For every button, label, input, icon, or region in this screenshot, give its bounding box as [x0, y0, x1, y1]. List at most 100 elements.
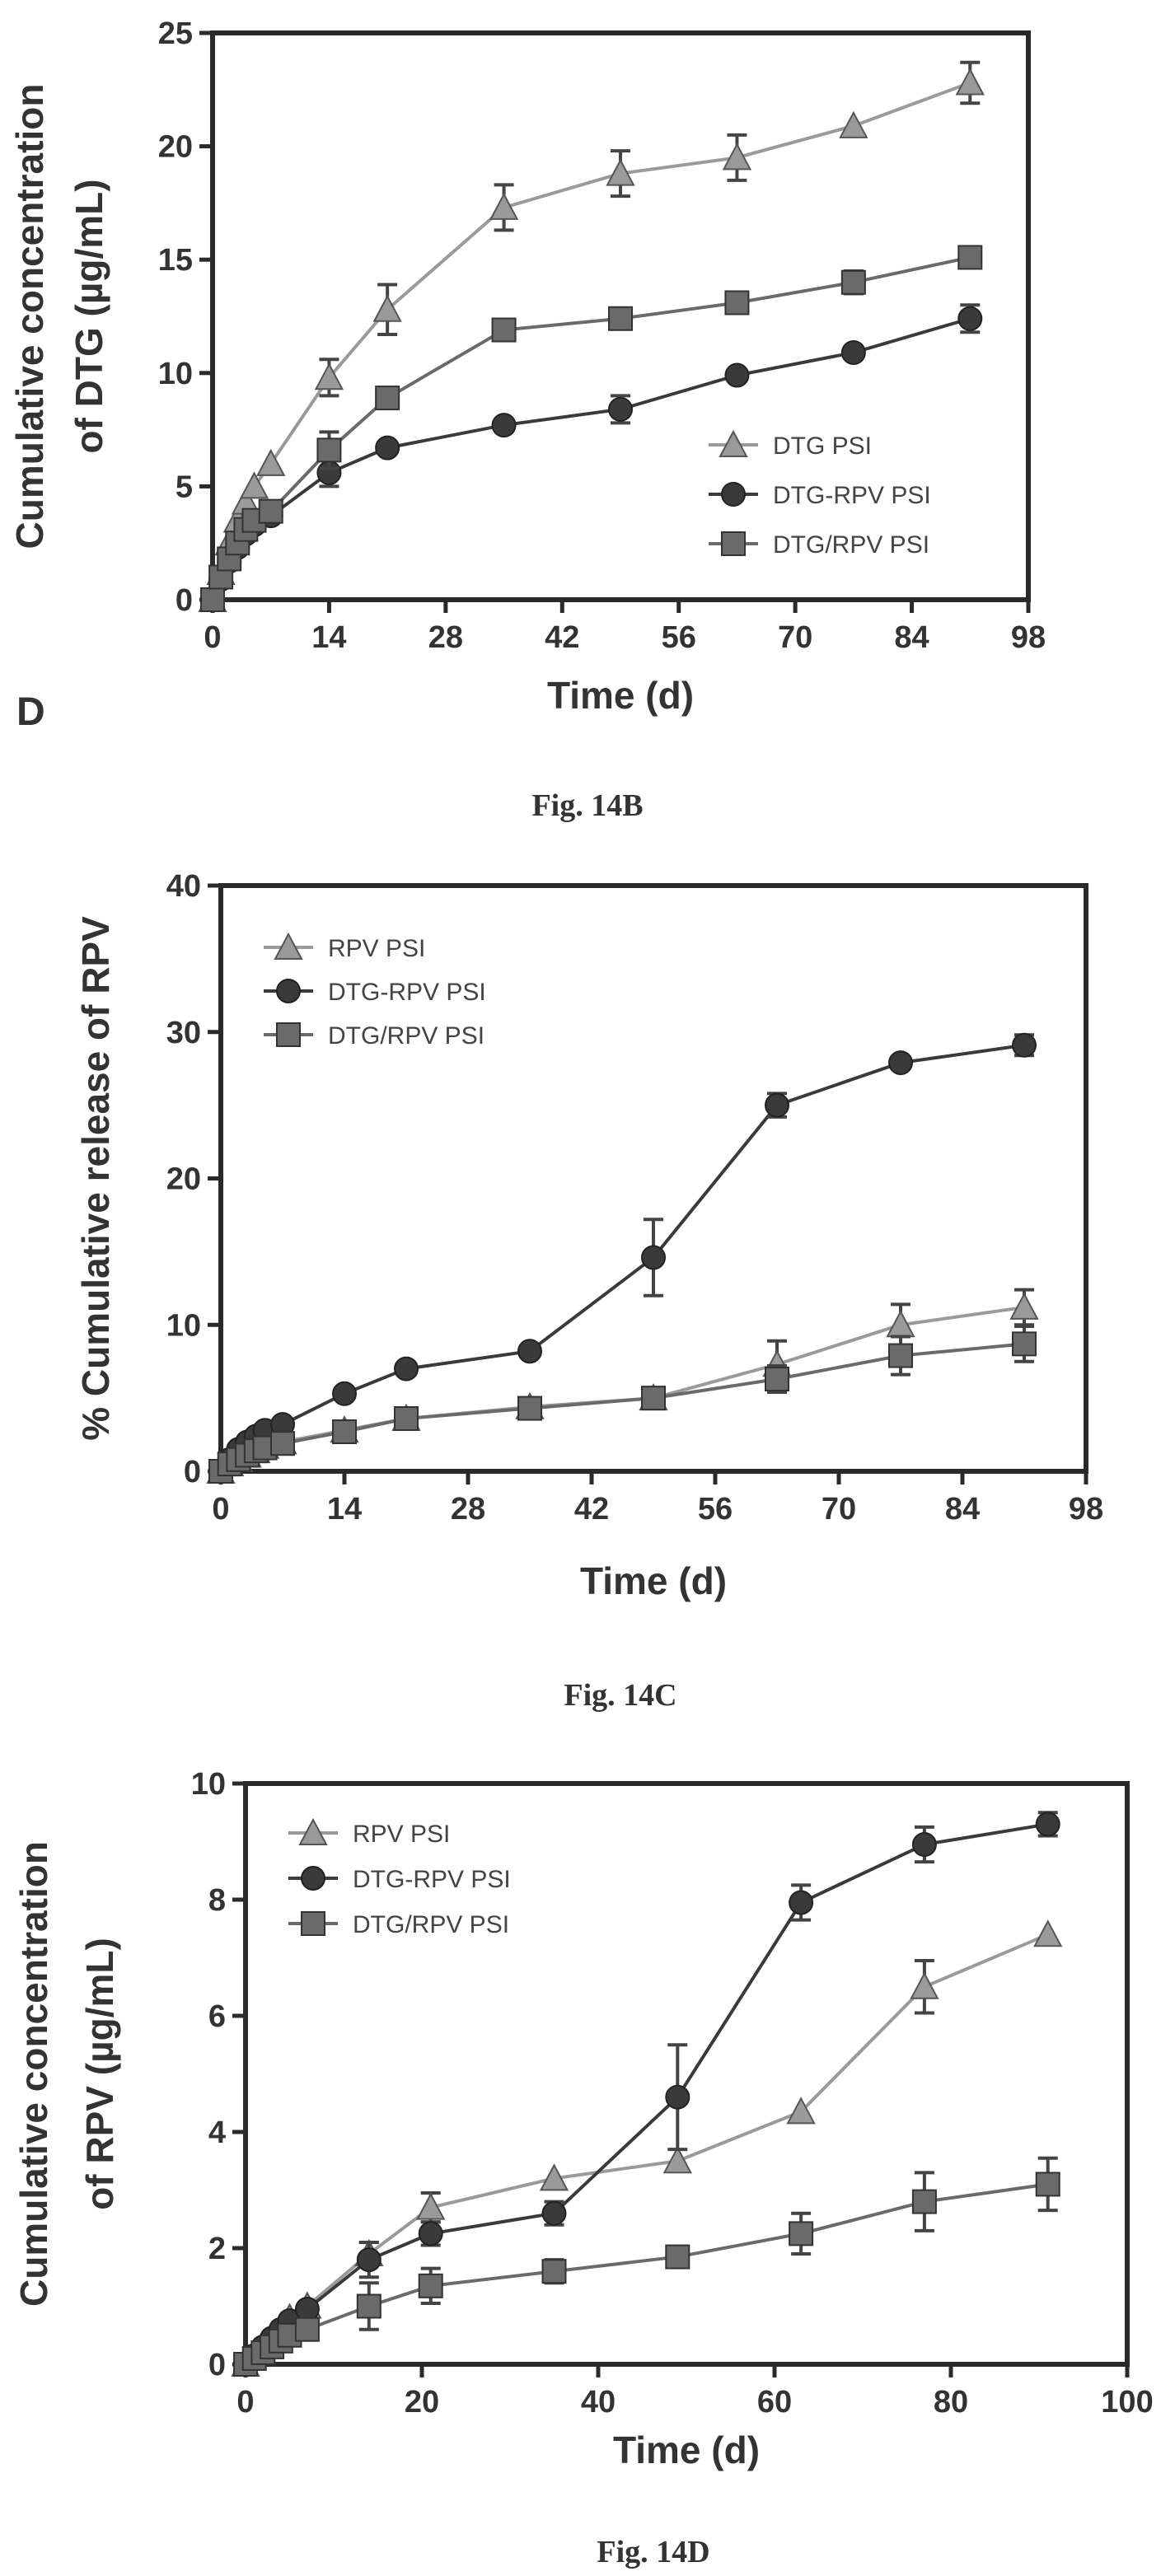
data-point — [314, 362, 344, 390]
x-tick-label: 42 — [574, 1492, 609, 1526]
data-point — [1012, 1032, 1037, 1058]
data-point — [375, 386, 400, 411]
series-circle — [233, 1811, 1060, 2377]
data-point — [541, 2200, 567, 2226]
data-point — [539, 2163, 569, 2191]
x-tick-label: 84 — [894, 620, 929, 655]
legend-marker — [276, 1022, 301, 1047]
y-axis-title: % Cumulative release of RPV — [74, 916, 117, 1441]
data-point — [662, 2146, 692, 2174]
series-line — [219, 1043, 1025, 1473]
y-tick-label: 40 — [166, 869, 201, 904]
data-point — [789, 2221, 814, 2246]
y-tick-label: 2 — [208, 2232, 226, 2266]
data-point — [294, 2317, 320, 2342]
legend-label: DTG/RPV PSI — [328, 1022, 485, 1050]
data-point — [722, 143, 752, 171]
data-point — [517, 1339, 542, 1364]
y-tick-label: 20 — [166, 1162, 201, 1197]
x-tick-label: 56 — [698, 1492, 733, 1526]
data-point — [911, 1832, 937, 1858]
legend: RPV PSI DTG-RPV PSI DTG/RPV PSI — [288, 1817, 511, 1938]
data-point — [765, 1092, 789, 1118]
data-point — [724, 362, 750, 388]
legend-marker — [719, 429, 748, 457]
x-tick-label: 0 — [204, 620, 221, 655]
x-tick-label: 28 — [428, 620, 463, 655]
data-point — [239, 471, 269, 499]
data-point — [489, 192, 519, 220]
y-tick-label: 20 — [158, 130, 193, 165]
legend-label: RPV PSI — [353, 1821, 450, 1848]
y-tick-label: 15 — [158, 243, 193, 278]
legend-label: DTG PSI — [773, 432, 872, 460]
x-axis-title: Time (d) — [613, 2429, 760, 2471]
legend-marker — [301, 1911, 325, 1936]
data-point — [372, 294, 402, 322]
y-tick-label: 0 — [176, 583, 193, 618]
x-tick-label: 80 — [934, 2385, 968, 2419]
legend-marker — [276, 979, 301, 1003]
data-point — [765, 1367, 789, 1392]
data-point — [491, 317, 517, 343]
legend: RPV PSI DTG-RPV PSI DTG/RPV PSI — [264, 932, 486, 1050]
data-point — [332, 1381, 357, 1406]
legend-label: DTG-RPV PSI — [773, 482, 931, 509]
legend-label: RPV PSI — [328, 935, 425, 962]
x-tick-label: 14 — [327, 1492, 362, 1526]
chart-3: 0 20 40 60 80 100 0 2 4 6 8 10 Time (d) Cumulative co… — [12, 1767, 1154, 2471]
y-axis-title: Cumulative concentration — [12, 1841, 55, 2307]
y-axis-title: of RPV (µg/mL) — [78, 1938, 121, 2210]
data-point — [200, 587, 225, 612]
data-point — [888, 1050, 913, 1076]
legend-label: DTG-RPV PSI — [353, 1866, 511, 1893]
series-circle — [208, 1032, 1037, 1484]
data-point — [888, 1343, 913, 1368]
x-tick-label: 14 — [311, 620, 346, 655]
y-axis-title: Cumulative concentration — [8, 84, 51, 549]
x-tick-label: 42 — [545, 620, 579, 655]
legend-marker — [301, 1866, 325, 1891]
data-point — [375, 435, 400, 461]
y-tick-label: 10 — [191, 1767, 226, 1802]
x-tick-label: 40 — [581, 2385, 616, 2419]
data-point — [789, 1890, 814, 1915]
x-axis-title: Time (d) — [580, 1559, 727, 1602]
y-tick-label: 25 — [158, 16, 193, 51]
data-point — [316, 437, 342, 463]
data-point — [394, 1406, 419, 1432]
y-tick-label: 5 — [176, 470, 193, 504]
x-tick-label: 0 — [236, 2385, 254, 2419]
data-point — [724, 290, 750, 316]
y-tick-label: 10 — [158, 357, 193, 391]
series-triangle — [198, 60, 985, 612]
data-point — [665, 2084, 690, 2110]
legend-marker — [721, 482, 746, 507]
figure-caption: Fig. 14B — [531, 788, 643, 823]
x-tick-label: 0 — [212, 1492, 229, 1526]
data-point — [356, 2293, 382, 2319]
data-point — [1033, 1919, 1063, 1947]
y-tick-label: 8 — [208, 1883, 226, 1918]
x-tick-label: 56 — [662, 620, 696, 655]
figure-caption: Fig. 14C — [564, 1678, 676, 1713]
data-point — [1009, 1292, 1039, 1320]
y-tick-label: 6 — [208, 1999, 226, 2034]
data-point — [665, 2244, 690, 2270]
data-point — [258, 498, 283, 524]
data-point — [517, 1396, 542, 1421]
data-point — [955, 68, 985, 96]
data-point — [641, 1386, 666, 1411]
data-point — [641, 1245, 666, 1270]
x-tick-label: 70 — [822, 1492, 856, 1526]
data-point — [270, 1431, 295, 1456]
series-square — [200, 245, 983, 612]
x-axis-title: Time (d) — [547, 674, 694, 717]
y-tick-label: 0 — [208, 2348, 226, 2382]
data-point — [606, 158, 635, 186]
data-point — [840, 269, 866, 295]
y-tick-label: 30 — [166, 1016, 201, 1050]
y-axis-title: of DTG (µg/mL) — [68, 179, 110, 453]
data-point — [416, 2192, 446, 2220]
